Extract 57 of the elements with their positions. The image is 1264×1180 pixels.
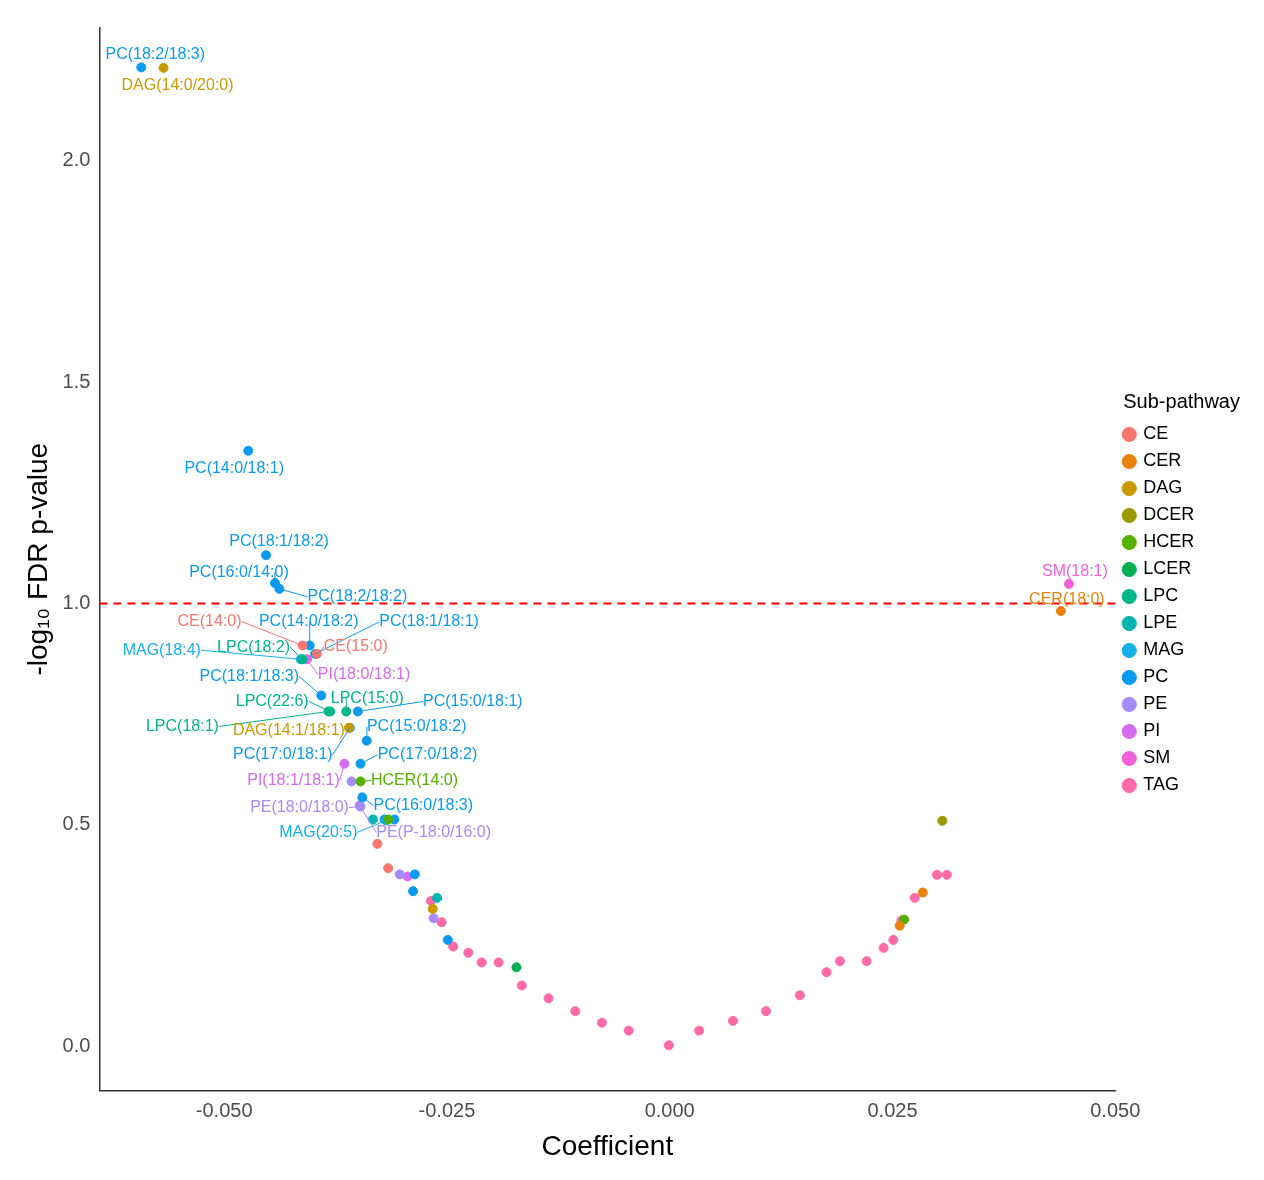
x-tick-label: 0.000 (644, 1098, 695, 1121)
annotation: PC(18:1/18:1) (379, 612, 479, 630)
annotation: MAG(20:5) (279, 822, 358, 840)
legend-label: LCER (1143, 558, 1192, 579)
x-axis-title: Coefficient (541, 1129, 674, 1161)
annotation: PC(18:2/18:3) (105, 44, 206, 62)
annotation: PC(15:0/18:1) (423, 691, 523, 709)
annotation: LPC(15:0) (330, 688, 404, 706)
annotation: PC(17:0/18:1) (233, 745, 333, 763)
x-tick-label: 0.050 (1090, 1098, 1141, 1121)
legend-label: CE (1143, 423, 1169, 444)
annotation: MAG(18:4) (122, 640, 201, 658)
annotation: LPC(18:1) (145, 716, 219, 734)
y-tick-label: 0.0 (62, 1033, 91, 1056)
y-tick-label: 1.0 (62, 590, 91, 613)
legend-label: LPE (1143, 612, 1178, 633)
annotation: LPC(22:6) (235, 691, 309, 709)
annotation: CE(14:0) (177, 611, 242, 629)
annotation: PE(P-18:0/16:0) (376, 822, 491, 840)
legend-label: PE (1143, 693, 1168, 714)
annotation: PC(15:0/18:2) (366, 717, 467, 735)
annotation: PC(14:0/18:1) (184, 459, 285, 477)
legend-label: DAG (1143, 477, 1183, 498)
annotation: PC(16:0/18:3) (373, 795, 474, 813)
annotation: LPC(18:2) (217, 637, 291, 655)
annotation: DAG(14:0/20:0) (121, 76, 234, 94)
annotation: PC(14:0/18:2) (258, 611, 359, 629)
y-tick-label: 0.5 (62, 812, 91, 835)
legend-title: Sub-pathway (1123, 390, 1241, 413)
y-tick-label: 1.5 (62, 369, 91, 392)
x-tick-label: -0.050 (195, 1098, 253, 1121)
legend-label: LPC (1143, 585, 1179, 606)
legend-label: PI (1143, 720, 1161, 741)
annotation: PC(18:2/18:2) (307, 587, 408, 605)
y-axis-title: -log₁₀ FDR p-value (21, 442, 53, 676)
annotation: PC(16:0/14:0) (189, 562, 289, 580)
annotation: DAG(14:1/18:1) (232, 721, 345, 739)
annotation: PE(18:0/18:0) (250, 798, 349, 816)
x-tick-label: -0.025 (418, 1098, 476, 1121)
annotation: PI(18:0/18:1) (317, 664, 411, 682)
legend-label: HCER (1143, 531, 1195, 552)
legend-label: CER (1143, 450, 1182, 471)
annotation: PC(17:0/18:2) (377, 745, 478, 763)
annotation: SM(18:1) (1042, 562, 1108, 580)
annotation: PI(18:1/18:1) (247, 771, 340, 789)
legend-label: SM (1143, 747, 1171, 768)
legend-label: TAG (1143, 774, 1179, 795)
annotation: PC(18:1/18:2) (229, 531, 329, 549)
legend-label: PC (1143, 666, 1169, 687)
legend-label: DCER (1143, 504, 1195, 525)
x-tick-label: 0.025 (867, 1098, 918, 1121)
annotation: HCER(14:0) (370, 770, 459, 788)
legend-label: MAG (1143, 639, 1185, 660)
annotation: CER(18:0) (1029, 590, 1105, 608)
annotation: CE(15:0) (323, 637, 388, 655)
annotation: PC(18:1/18:3) (199, 666, 300, 684)
y-tick-label: 2.0 (62, 148, 91, 171)
